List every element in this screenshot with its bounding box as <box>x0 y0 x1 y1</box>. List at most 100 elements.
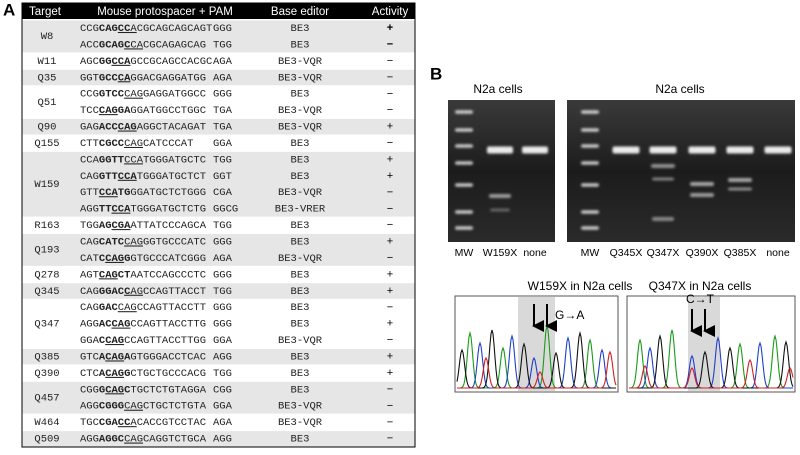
row-group-bg <box>22 217 415 234</box>
panel-b: W159X in N2a cells Q347X in N2a cells G→… <box>448 82 796 393</box>
gel-band <box>690 182 714 186</box>
pam: TGA <box>213 122 233 134</box>
sequence-segment: CAGGTCTGCA <box>143 434 207 446</box>
row-group-bg <box>22 233 415 267</box>
sequence-segment: TGCTCTGTAGGA <box>130 384 206 396</box>
sequence-segment: CTGCTCTGTA <box>143 401 207 413</box>
target: Q457 <box>34 393 59 405</box>
sequence-segment: A <box>130 417 137 429</box>
sequence-segment: CAG <box>99 23 118 35</box>
activity: − <box>387 71 393 83</box>
sequence-segment: G <box>99 384 105 396</box>
gel-band <box>455 128 473 132</box>
pam: GGG <box>213 23 232 35</box>
sequence-segment: AATCCAGCCCTC <box>130 269 206 281</box>
activity: + <box>387 22 393 34</box>
column-header: Activity <box>372 6 409 18</box>
activity: − <box>387 137 393 149</box>
row-group-bg <box>22 266 415 283</box>
sequence-segment: AGT <box>80 269 99 281</box>
base-editor: BE3-VQR <box>278 122 323 134</box>
chromatogram-title: Q347X in N2a cells <box>649 279 752 293</box>
sequence-segment: CAG <box>80 286 99 298</box>
lane-label: MW <box>455 247 474 259</box>
sequence-segment: GCC <box>99 72 119 84</box>
base-editor: BE3-VQR <box>278 105 323 117</box>
sequence-segment: CAG <box>99 269 118 281</box>
row-group-bg <box>22 364 415 382</box>
row-group-bg <box>22 430 415 447</box>
base-editor: BE3 <box>291 302 310 314</box>
row-group-bg <box>22 134 415 152</box>
gel-band <box>612 146 640 154</box>
target: W11 <box>38 56 57 68</box>
base-editor: BE3 <box>291 138 310 150</box>
mutation-label: C→T <box>686 292 715 306</box>
sequence-segment: TCC <box>80 105 99 117</box>
pam: TGG <box>213 286 232 298</box>
target: Q390 <box>34 368 59 380</box>
sequence-segment: CCA <box>99 187 119 199</box>
pam: AGA <box>213 417 233 429</box>
gel-title: N2a cells <box>473 82 522 96</box>
sequence-segment: CGG <box>80 384 99 396</box>
sequence-segment: CGA <box>99 417 119 429</box>
sequence-segment: A <box>99 368 106 380</box>
base-editor: BE3-VQR <box>278 187 323 199</box>
gel-band <box>455 144 473 148</box>
sequence-segment: AG <box>99 220 112 232</box>
sequence-segment: GTCC <box>99 89 125 101</box>
sequence-segment: CAG <box>105 253 124 265</box>
base-editor: BE3 <box>291 236 310 248</box>
gel-image <box>448 100 555 242</box>
sequence-segment: CAG <box>118 302 137 314</box>
row-group-bg <box>22 414 415 431</box>
base-editor: BE3 <box>291 286 310 298</box>
gel-band <box>581 183 599 187</box>
pam: TGG <box>213 154 232 166</box>
sequence-segment: GGATGGCCTGGC <box>130 105 206 117</box>
pam: TGG <box>213 220 232 232</box>
gel-band <box>455 226 473 230</box>
sequence-segment: GGAC <box>99 286 125 298</box>
base-editor: BE3-VQR <box>278 253 323 265</box>
row-group-bg <box>22 282 415 300</box>
sequence-segment: C <box>124 384 131 396</box>
sequence-segment: CCA <box>124 154 144 166</box>
activity: + <box>387 351 393 363</box>
gel-band <box>651 164 675 168</box>
sequence-segment: AC <box>99 319 112 331</box>
base-editor: BE3 <box>291 368 310 380</box>
activity: + <box>387 236 393 248</box>
row-group-bg <box>22 151 415 218</box>
gel-band <box>728 187 752 191</box>
sequence-segment: CAG <box>124 89 143 101</box>
sequence-segment: GGTGCCCATC <box>143 236 206 248</box>
base-editor: BE3 <box>291 154 310 166</box>
gel-band <box>455 110 473 114</box>
sequence-segment: CAG <box>105 368 124 380</box>
activity: − <box>387 104 393 116</box>
activity: − <box>387 186 393 198</box>
sequence-segment: C <box>124 286 131 298</box>
lane-label: Q385X <box>724 247 757 259</box>
sequence-segment: CAG <box>124 434 143 446</box>
lane-label: Q345X <box>610 247 643 259</box>
activity: + <box>387 285 393 297</box>
pam: GGA <box>213 138 233 150</box>
base-editor: BE3 <box>291 351 310 363</box>
column-header: Mouse protospacer + PAM <box>97 6 233 18</box>
gel-band <box>764 146 792 154</box>
target: Q155 <box>34 138 59 150</box>
sequence-segment: CGCC <box>99 138 125 150</box>
sequence-segment: GTT <box>99 171 118 183</box>
pam: AGA <box>213 56 233 68</box>
sequence-segment: CTC <box>80 368 99 380</box>
sequence-segment: CACCGTCCTAC <box>137 417 206 429</box>
lane-label: none <box>523 247 547 259</box>
target: Q278 <box>34 269 59 281</box>
lane-label: W159X <box>483 247 517 259</box>
sequence-segment: CGCAGCAGCAGT <box>137 23 213 35</box>
activity: + <box>387 318 393 330</box>
